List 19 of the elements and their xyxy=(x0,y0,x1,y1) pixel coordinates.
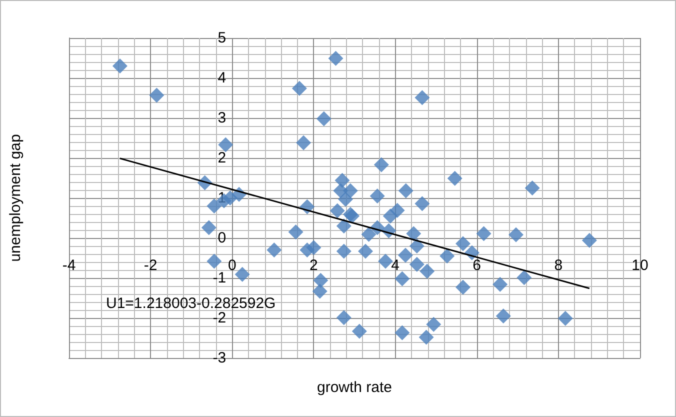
y-tick-label: 2 xyxy=(218,150,226,166)
x-tick-label: 2 xyxy=(310,257,318,274)
x-tick-label: 8 xyxy=(554,257,563,274)
y-tick-label: 4 xyxy=(218,70,226,86)
annotation: U1=1.218003-0.282592G xyxy=(106,295,276,312)
x-axis-title: growth rate xyxy=(316,379,392,396)
y-tick-label: -3 xyxy=(212,350,226,366)
y-tick-label: 1 xyxy=(218,190,226,206)
x-tick-label: 6 xyxy=(472,257,482,274)
y-tick-label: -1 xyxy=(212,270,226,286)
y-axis-title: unemployment gap xyxy=(7,134,24,262)
y-tick-label: 0 xyxy=(218,230,226,246)
y-tick-label: 3 xyxy=(218,110,226,126)
y-tick-label: 5 xyxy=(218,30,226,46)
x-tick-label: 4 xyxy=(391,257,400,274)
x-tick-label: -4 xyxy=(62,257,76,274)
y-tick-label: -2 xyxy=(212,310,226,326)
x-tick-label: -2 xyxy=(144,257,158,274)
x-tick-label: 10 xyxy=(632,257,648,274)
